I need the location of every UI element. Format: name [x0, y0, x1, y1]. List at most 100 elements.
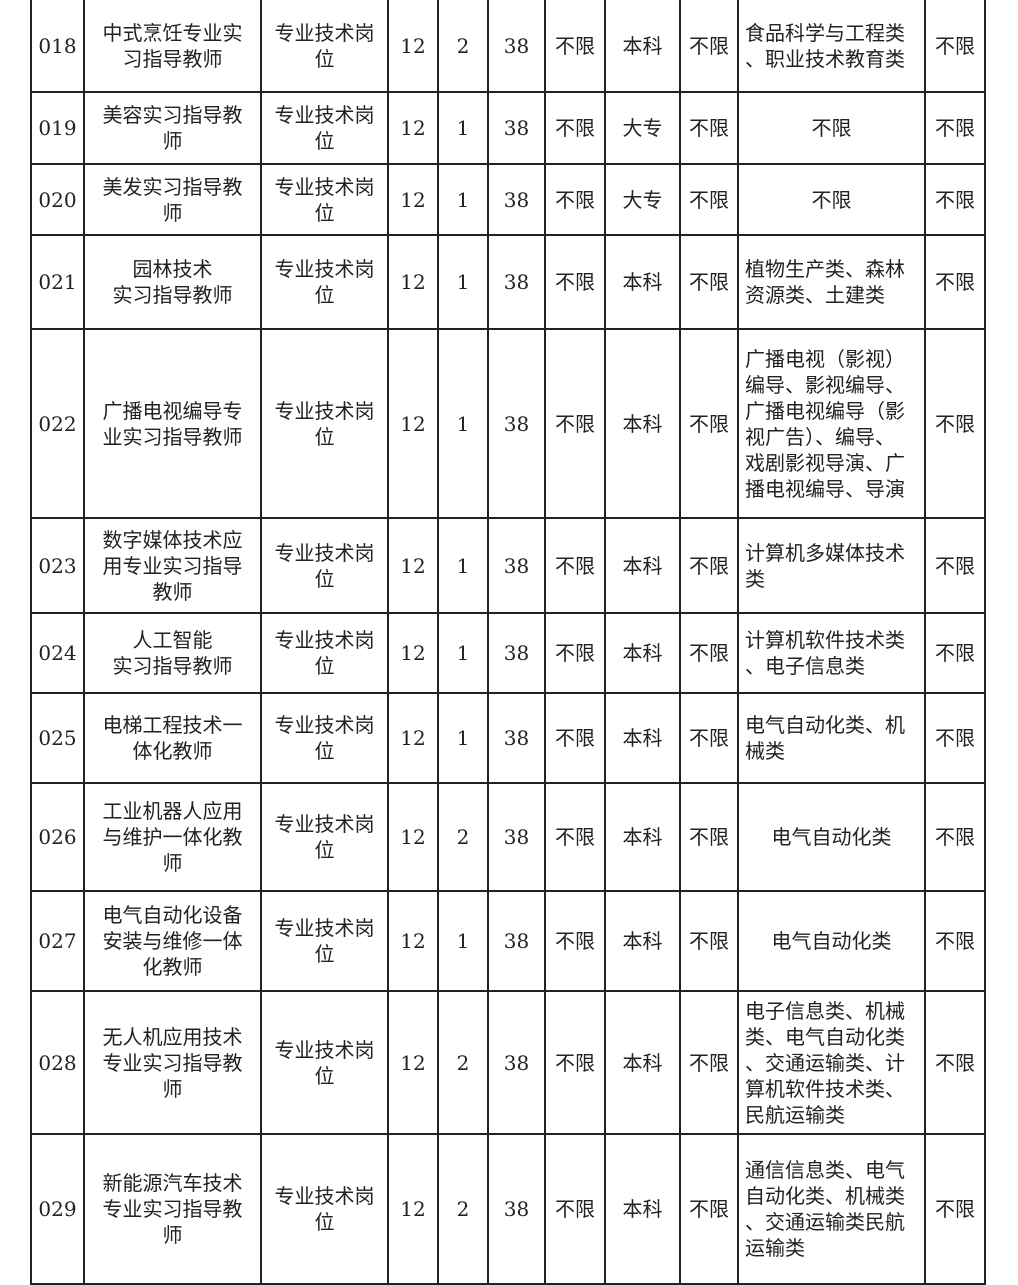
cell-degree: 不限: [679, 890, 739, 992]
cell-id: 027: [30, 890, 85, 992]
cell-other: 不限: [924, 890, 986, 992]
cell-grade: 12: [387, 782, 439, 892]
table-row: 022 广播电视编导专 业实习指导教师 专业技术岗 位 12 1 38 不限 本科 不限 广播电视…: [30, 328, 986, 519]
cell-gender: 不限: [544, 692, 606, 784]
cell-other: 不限: [924, 91, 986, 165]
cell-id: 023: [30, 517, 85, 614]
cell-name: 美容实习指导教 师: [83, 91, 262, 165]
cell-degree: 不限: [679, 91, 739, 165]
cell-age: 38: [487, 692, 546, 784]
cell-degree: 不限: [679, 517, 739, 614]
cell-education: 本科: [604, 517, 681, 614]
cell-major: 电气自动化类、机 械类: [737, 692, 926, 784]
cell-degree: 不限: [679, 612, 739, 694]
cell-gender: 不限: [544, 990, 606, 1135]
cell-name: 园林技术 实习指导教师: [83, 234, 262, 330]
cell-age: 38: [487, 782, 546, 892]
cell-count: 1: [437, 328, 489, 519]
cell-grade: 12: [387, 0, 439, 93]
cell-name: 中式烹饪专业实 习指导教师: [83, 0, 262, 93]
table-row: 026 工业机器人应用 与维护一体化教 师专业技术岗 位 12 2 38 不限 本科 不限 电气…: [30, 782, 986, 892]
cell-degree: 不限: [679, 0, 739, 93]
cell-name: 电气自动化设备 安装与维修一体 化教师: [83, 890, 262, 992]
cell-degree: 不限: [679, 163, 739, 236]
cell-major: 电气自动化类: [737, 890, 926, 992]
cell-grade: 12: [387, 163, 439, 236]
cell-major: 广播电视（影视） 编导、影视编导、 广播电视编导（影 视广告）、编导、 戏剧影视…: [737, 328, 926, 519]
cell-major: 不限: [737, 91, 926, 165]
cell-major: 食品科学与工程类 、职业技术教育类: [737, 0, 926, 93]
cell-degree: 不限: [679, 692, 739, 784]
cell-name: 新能源汽车技术 专业实习指导教 师: [83, 1133, 262, 1285]
cell-age: 38: [487, 890, 546, 992]
cell-major: 计算机多媒体技术 类: [737, 517, 926, 614]
cell-count: 2: [437, 0, 489, 93]
cell-count: 2: [437, 782, 489, 892]
cell-grade: 12: [387, 517, 439, 614]
cell-count: 2: [437, 1133, 489, 1285]
cell-name: 人工智能 实习指导教师: [83, 612, 262, 694]
cell-name: 工业机器人应用 与维护一体化教 师: [83, 782, 262, 892]
cell-education: 大专: [604, 91, 681, 165]
cell-count: 1: [437, 91, 489, 165]
cell-major: 计算机软件技术类 、电子信息类: [737, 612, 926, 694]
cell-grade: 12: [387, 1133, 439, 1285]
cell-count: 1: [437, 890, 489, 992]
table-row: 027 电气自动化设备 安装与维修一体 化教师 专业技术岗 位 12 1 38 不限 本科 不限…: [30, 890, 986, 992]
cell-age: 38: [487, 328, 546, 519]
cell-education: 本科: [604, 990, 681, 1135]
cell-type: 专业技术岗 位: [260, 1133, 389, 1285]
cell-degree: 不限: [679, 234, 739, 330]
table-row: 029 新能源汽车技术 专业实习指导教 师专业技术岗 位 12 2 38 不限 本科 不限 通信…: [30, 1133, 986, 1285]
cell-count: 2: [437, 990, 489, 1135]
cell-age: 38: [487, 0, 546, 93]
cell-type: 专业技术岗 位: [260, 990, 389, 1135]
cell-id: 025: [30, 692, 85, 784]
cell-other: 不限: [924, 782, 986, 892]
cell-type: 专业技术岗 位: [260, 328, 389, 519]
table-row: 023 数字媒体技术应 用专业实习指导 教师 专业技术岗 位 12 1 38 不限 本科 不限计…: [30, 517, 986, 614]
cell-name: 电梯工程技术一 体化教师: [83, 692, 262, 784]
cell-other: 不限: [924, 517, 986, 614]
cell-type: 专业技术岗 位: [260, 234, 389, 330]
table-row: 021 园林技术 实习指导教师 专业技术岗 位 12 1 38 不限 本科 不限 植物生产类、森林…: [30, 234, 986, 330]
table-row: 020 美发实习指导教 师专业技术岗 位 12 1 38 不限 大专 不限 不限 不限: [30, 163, 986, 236]
cell-education: 本科: [604, 328, 681, 519]
table-body: 018 中式烹饪专业实 习指导教师 专业技术岗 位 12 2 38 不限 本科 不限 食品科学与工…: [30, 0, 986, 1285]
cell-degree: 不限: [679, 782, 739, 892]
cell-education: 本科: [604, 890, 681, 992]
cell-education: 本科: [604, 234, 681, 330]
cell-other: 不限: [924, 328, 986, 519]
cell-gender: 不限: [544, 234, 606, 330]
cell-gender: 不限: [544, 517, 606, 614]
cell-gender: 不限: [544, 0, 606, 93]
cell-count: 1: [437, 163, 489, 236]
cell-grade: 12: [387, 692, 439, 784]
cell-type: 专业技术岗 位: [260, 782, 389, 892]
cell-type: 专业技术岗 位: [260, 890, 389, 992]
cell-degree: 不限: [679, 328, 739, 519]
cell-name: 广播电视编导专 业实习指导教师: [83, 328, 262, 519]
cell-type: 专业技术岗 位: [260, 692, 389, 784]
table-row: 018 中式烹饪专业实 习指导教师 专业技术岗 位 12 2 38 不限 本科 不限 食品科学与工…: [30, 0, 986, 93]
cell-gender: 不限: [544, 612, 606, 694]
cell-grade: 12: [387, 612, 439, 694]
cell-age: 38: [487, 91, 546, 165]
cell-grade: 12: [387, 328, 439, 519]
cell-education: 本科: [604, 1133, 681, 1285]
cell-count: 1: [437, 517, 489, 614]
cell-other: 不限: [924, 163, 986, 236]
cell-gender: 不限: [544, 890, 606, 992]
cell-type: 专业技术岗 位: [260, 517, 389, 614]
cell-id: 018: [30, 0, 85, 93]
cell-education: 本科: [604, 692, 681, 784]
cell-type: 专业技术岗 位: [260, 612, 389, 694]
cell-major: 植物生产类、森林 资源类、土建类: [737, 234, 926, 330]
cell-degree: 不限: [679, 1133, 739, 1285]
cell-gender: 不限: [544, 328, 606, 519]
cell-other: 不限: [924, 692, 986, 784]
cell-id: 019: [30, 91, 85, 165]
cell-name: 数字媒体技术应 用专业实习指导 教师: [83, 517, 262, 614]
cell-other: 不限: [924, 1133, 986, 1285]
cell-education: 本科: [604, 612, 681, 694]
